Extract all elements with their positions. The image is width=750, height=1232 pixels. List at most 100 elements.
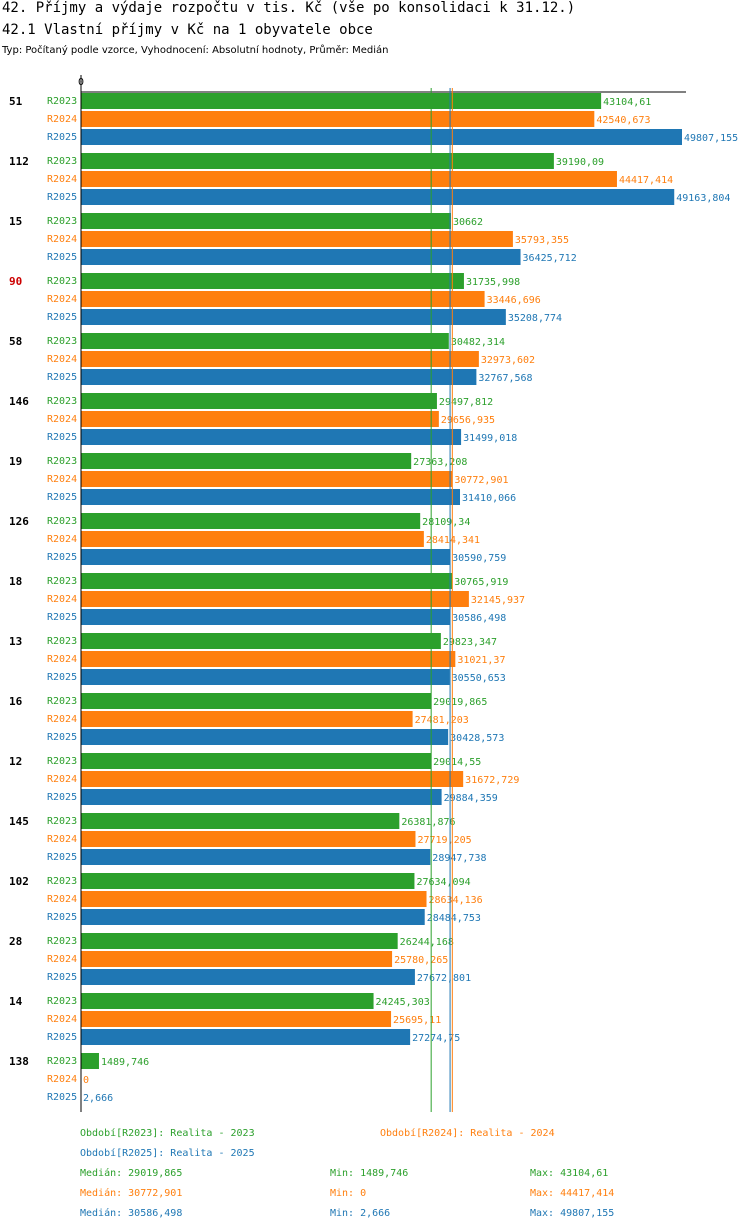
series-label: R2023 bbox=[47, 96, 77, 107]
bar bbox=[81, 729, 449, 745]
series-label: R2024 bbox=[47, 354, 77, 365]
series-label: R2024 bbox=[47, 414, 77, 425]
series-label: R2025 bbox=[47, 972, 77, 983]
series-label: R2025 bbox=[47, 732, 77, 743]
data-label: 31021,37 bbox=[457, 655, 505, 666]
legend-median-r2025: Medián: 30586,498 bbox=[80, 1208, 183, 1219]
series-label: R2025 bbox=[47, 672, 77, 683]
data-label: 30586,498 bbox=[452, 613, 506, 624]
series-label: R2024 bbox=[47, 174, 77, 185]
series-label: R2024 bbox=[47, 954, 77, 965]
series-label: R2025 bbox=[47, 852, 77, 863]
bar bbox=[81, 933, 398, 949]
series-label: R2025 bbox=[47, 552, 77, 563]
data-label: 2,666 bbox=[83, 1093, 113, 1104]
category-label: 13 bbox=[9, 635, 22, 648]
series-label: R2025 bbox=[47, 912, 77, 923]
data-label: 0 bbox=[83, 1075, 89, 1086]
series-label: R2023 bbox=[47, 636, 77, 647]
bar bbox=[81, 471, 453, 487]
bar bbox=[81, 1029, 411, 1045]
series-label: R2024 bbox=[47, 894, 77, 905]
data-label: 29497,812 bbox=[439, 397, 493, 408]
data-label: 28634,136 bbox=[429, 895, 483, 906]
bar bbox=[81, 231, 513, 247]
series-label: R2023 bbox=[47, 336, 77, 347]
data-label: 25780,265 bbox=[394, 955, 448, 966]
series-label: R2024 bbox=[47, 594, 77, 605]
data-label: 31735,998 bbox=[466, 277, 520, 288]
category-label: 112 bbox=[9, 155, 29, 168]
bar bbox=[81, 171, 617, 187]
bar bbox=[81, 129, 682, 145]
data-label: 29884,359 bbox=[444, 793, 498, 804]
bar bbox=[81, 189, 675, 205]
bar bbox=[81, 393, 437, 409]
data-label: 29019,865 bbox=[433, 697, 487, 708]
bar bbox=[81, 111, 595, 127]
bar bbox=[81, 849, 431, 865]
data-label: 29656,935 bbox=[441, 415, 495, 426]
bar-chart: 0 51 R2023 43104,61 R2024 42540,673 R2025 49807… bbox=[9, 75, 738, 1112]
category-label: 16 bbox=[9, 695, 23, 708]
category-label: 19 bbox=[9, 455, 22, 468]
series-label: R2023 bbox=[47, 216, 77, 227]
category-label: 51 bbox=[9, 95, 23, 108]
data-label: 36425,712 bbox=[523, 253, 577, 264]
series-label: R2024 bbox=[47, 714, 77, 725]
data-label: 31499,018 bbox=[463, 433, 517, 444]
series-label: R2025 bbox=[47, 192, 77, 203]
data-label: 35208,774 bbox=[508, 313, 562, 324]
category-label: 102 bbox=[9, 875, 29, 888]
category-label: 28 bbox=[9, 935, 22, 948]
legend-max-r2023: Max: 43104,61 bbox=[530, 1168, 609, 1179]
series-label: R2025 bbox=[47, 252, 77, 263]
bar bbox=[81, 93, 602, 109]
series-label: R2025 bbox=[47, 792, 77, 803]
bar bbox=[81, 351, 479, 367]
data-label: 30428,573 bbox=[450, 733, 504, 744]
data-label: 1489,746 bbox=[101, 1057, 149, 1068]
bar bbox=[81, 1011, 392, 1027]
series-label: R2024 bbox=[47, 294, 77, 305]
data-label: 32973,602 bbox=[481, 355, 535, 366]
data-label: 28947,738 bbox=[432, 853, 486, 864]
legend-min-r2024: Min: 0 bbox=[330, 1188, 367, 1199]
data-label: 39190,09 bbox=[556, 157, 604, 168]
bar bbox=[81, 891, 427, 907]
series-label: R2025 bbox=[47, 612, 77, 623]
data-label: 30590,759 bbox=[452, 553, 506, 564]
bar bbox=[81, 213, 451, 229]
data-label: 28109,34 bbox=[422, 517, 470, 528]
bar bbox=[81, 591, 469, 607]
bar bbox=[81, 573, 453, 589]
data-label: 28414,341 bbox=[426, 535, 480, 546]
series-label: R2025 bbox=[47, 1032, 77, 1043]
bar bbox=[81, 969, 415, 985]
bar bbox=[81, 513, 421, 529]
bar bbox=[81, 909, 425, 925]
data-label: 35793,355 bbox=[515, 235, 569, 246]
legend-min-r2023: Min: 1489,746 bbox=[330, 1168, 409, 1179]
series-label: R2024 bbox=[47, 1014, 77, 1025]
series-label: R2023 bbox=[47, 1056, 77, 1067]
bar bbox=[81, 249, 521, 265]
category-label: 90 bbox=[9, 275, 22, 288]
series-label: R2024 bbox=[47, 534, 77, 545]
data-label: 24245,303 bbox=[376, 997, 430, 1008]
series-label: R2023 bbox=[47, 396, 77, 407]
data-label: 27719,205 bbox=[417, 835, 471, 846]
series-label: R2023 bbox=[47, 516, 77, 527]
legend-median-r2024: Medián: 30772,901 bbox=[80, 1188, 183, 1199]
data-label: 30765,919 bbox=[454, 577, 508, 588]
bar bbox=[81, 873, 415, 889]
data-label: 49807,155 bbox=[684, 133, 738, 144]
legend-max-r2025: Max: 49807,155 bbox=[530, 1208, 615, 1219]
category-label: 12 bbox=[9, 755, 22, 768]
legend-max-r2024: Max: 44417,414 bbox=[530, 1188, 615, 1199]
category-label: 138 bbox=[9, 1055, 29, 1068]
page-title: 42. Příjmy a výdaje rozpočtu v tis. Kč (… bbox=[2, 0, 576, 16]
data-label: 29014,55 bbox=[433, 757, 481, 768]
data-label: 27481,203 bbox=[415, 715, 469, 726]
bar bbox=[81, 411, 439, 427]
